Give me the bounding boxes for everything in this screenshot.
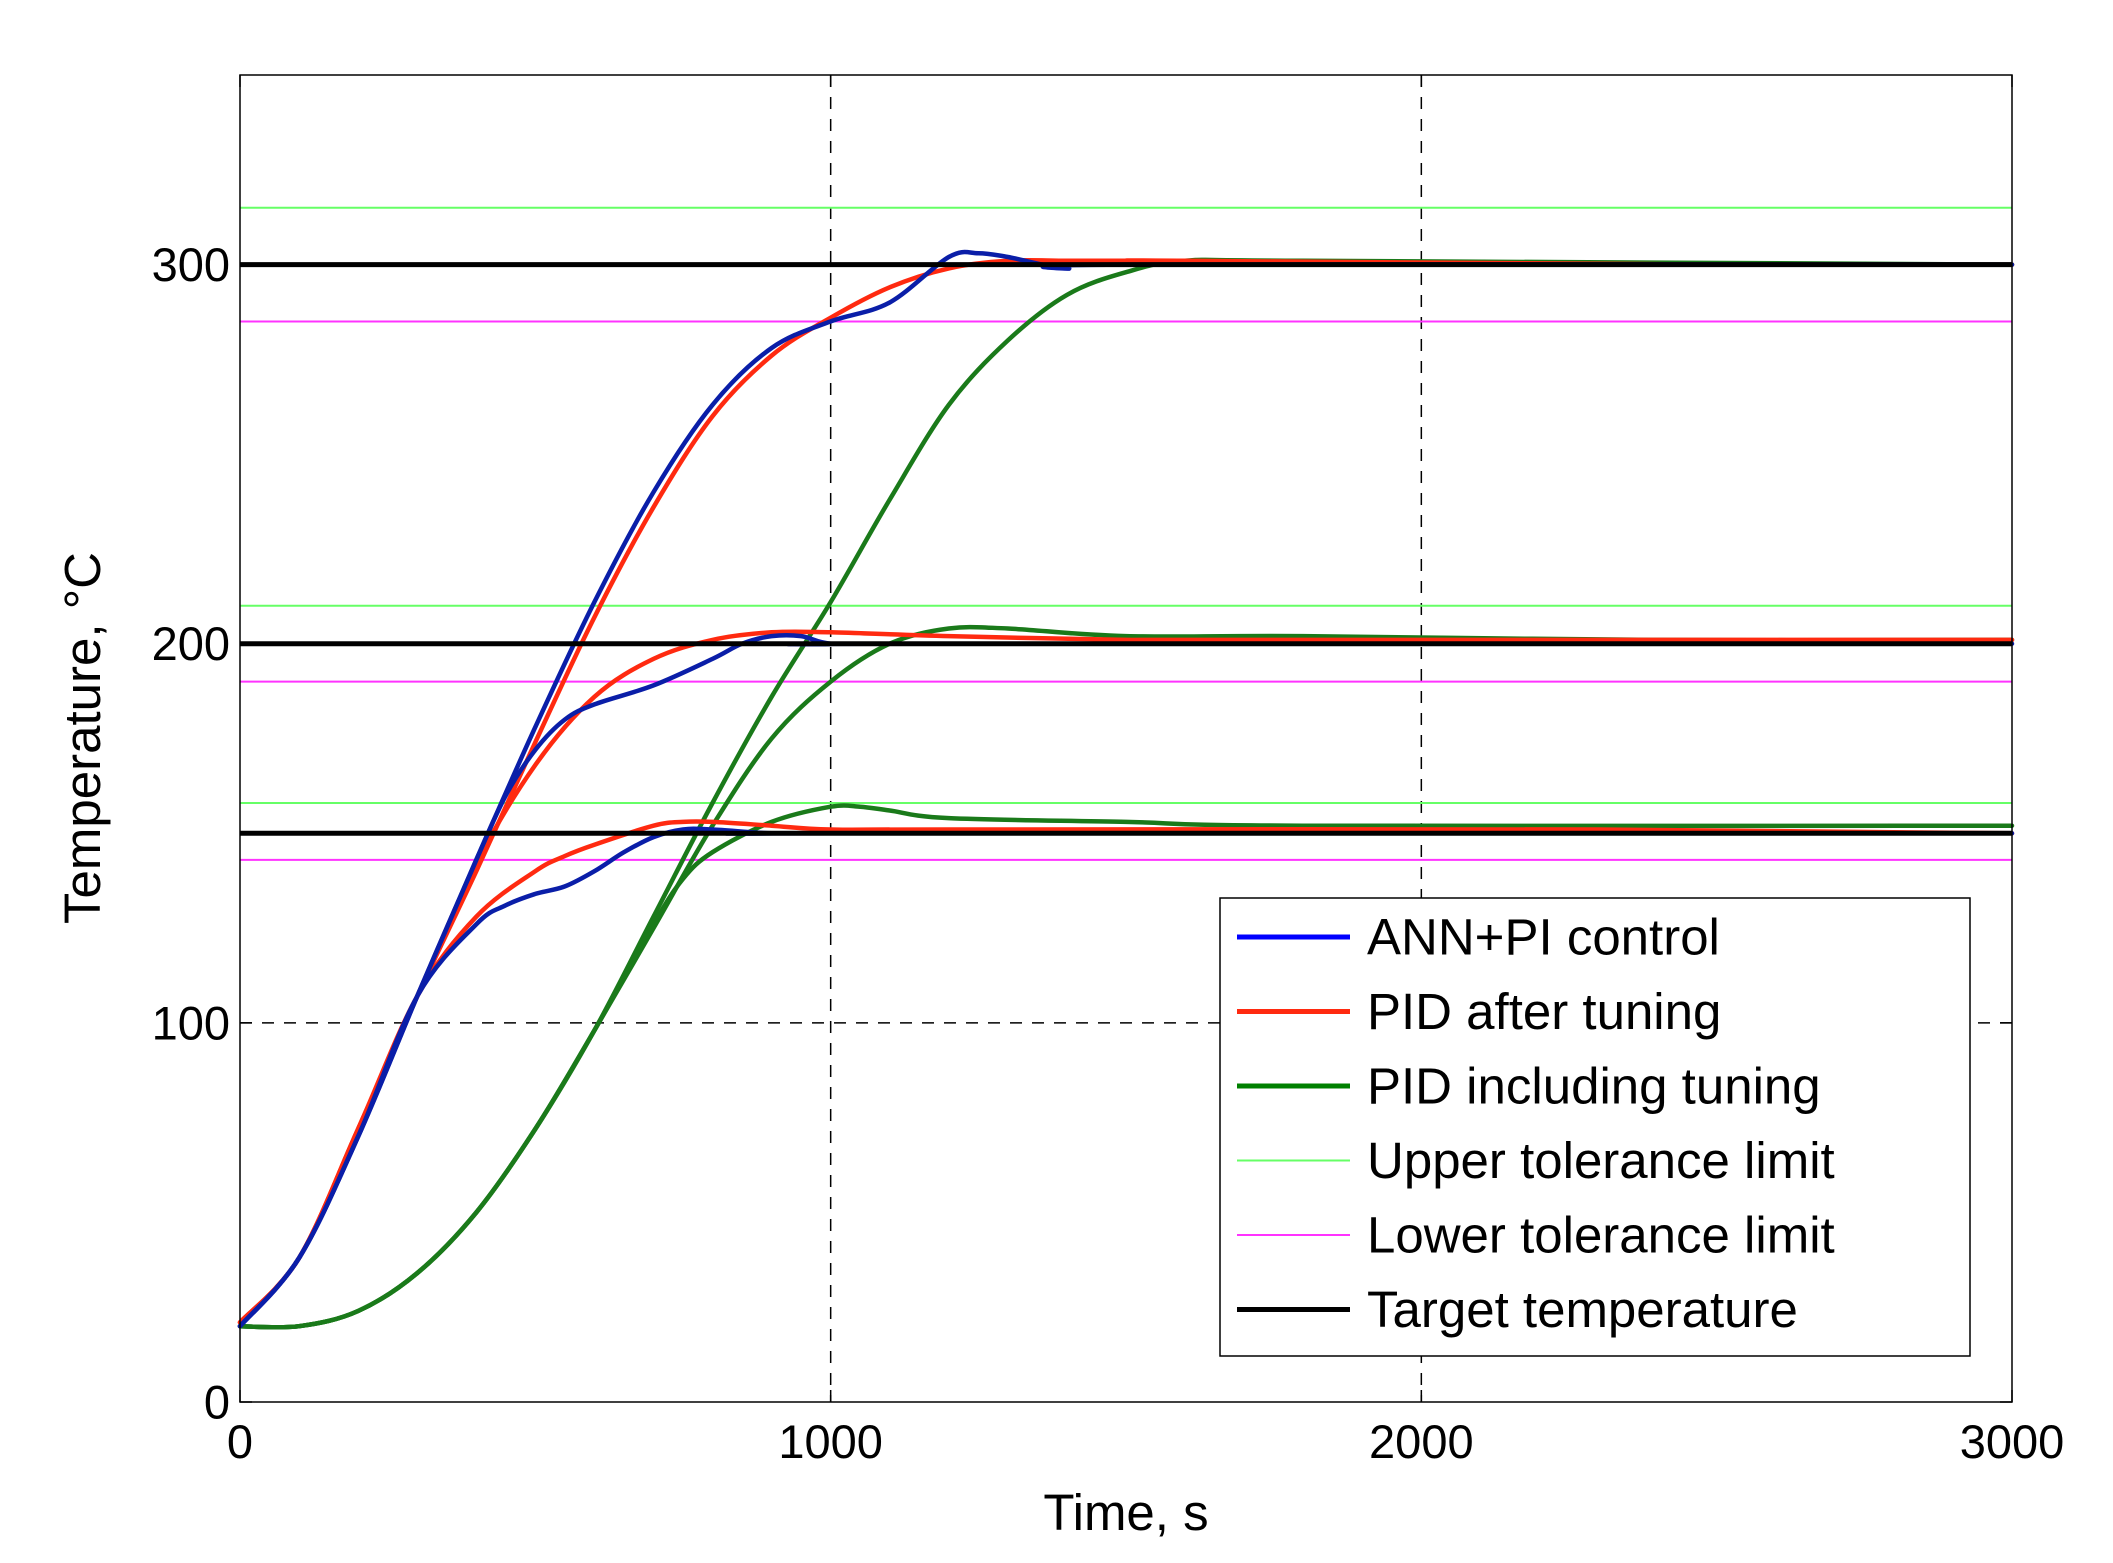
legend-label: PID after tuning: [1367, 983, 1721, 1040]
y-tick-label-200: 200: [152, 617, 230, 670]
legend-label: ANN+PI control: [1367, 909, 1720, 966]
legend-item: Upper tolerance limit: [1237, 1132, 1835, 1189]
x-axis-label: Time, s: [1043, 1484, 1208, 1541]
legend-label: PID including tuning: [1367, 1058, 1821, 1115]
limit-layer: [240, 206, 2012, 861]
legend: ANN+PI control PID after tuning PID includ…: [1219, 897, 1971, 1357]
legend-item: Target temperature: [1237, 1281, 1798, 1338]
legend-label: Target temperature: [1367, 1281, 1798, 1338]
target-layer: [240, 262, 2012, 836]
legend-item: ANN+PI control: [1237, 909, 1720, 966]
legend-item: PID including tuning: [1237, 1058, 1821, 1115]
y-tick-label-0: 0: [204, 1376, 230, 1429]
legend-item: Lower tolerance limit: [1237, 1207, 1835, 1264]
pid-including-curve-150: [237, 803, 2015, 1330]
legend-label: Lower tolerance limit: [1367, 1207, 1835, 1264]
legend-box: [1219, 897, 1971, 1357]
y-tick-label-300: 300: [152, 238, 230, 291]
y-tick-label-100: 100: [152, 996, 230, 1049]
x-tick-label-3000: 3000: [1960, 1415, 2065, 1468]
plot-frame: [239, 74, 2013, 1403]
legend-item: PID after tuning: [1237, 983, 1721, 1040]
x-tick-label-0: 0: [227, 1415, 253, 1468]
x-tick-label-2000: 2000: [1369, 1415, 1474, 1468]
tick-layer: 0 1000 2000 3000 0 100 200 300: [152, 75, 2065, 1468]
legend-label: Upper tolerance limit: [1367, 1132, 1835, 1189]
y-axis-label: Temperature, °C: [54, 552, 111, 924]
x-tick-label-1000: 1000: [778, 1415, 883, 1468]
